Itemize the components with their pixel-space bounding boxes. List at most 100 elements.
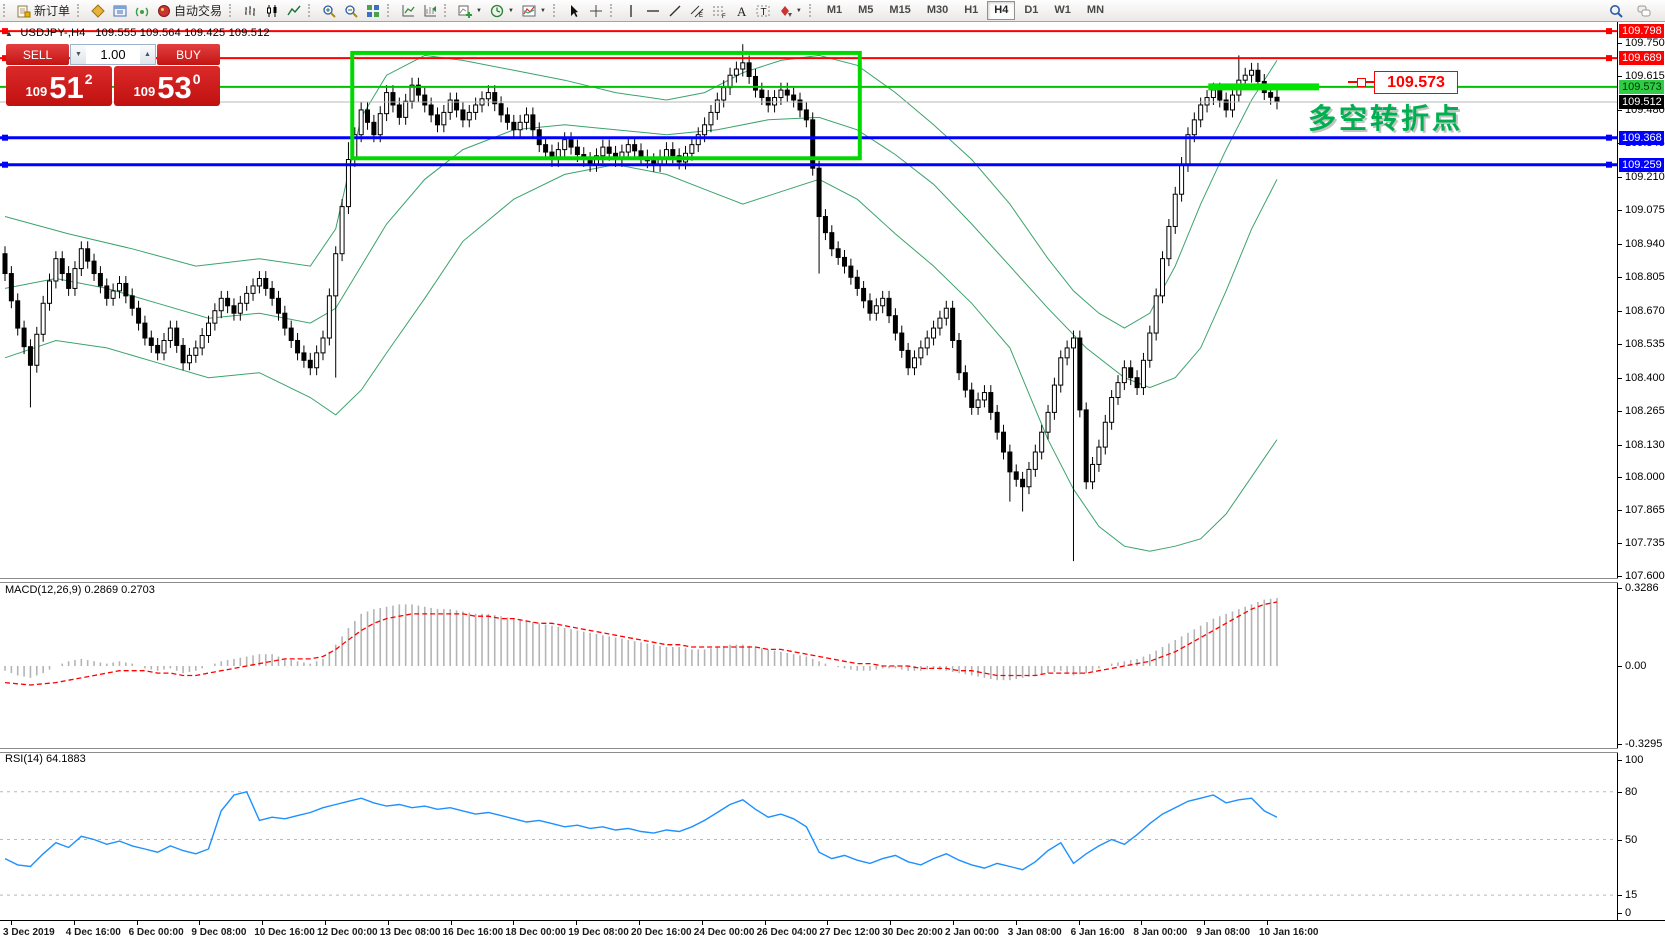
toolbar-grip[interactable] <box>77 4 83 17</box>
bull-candle <box>1032 451 1038 470</box>
time-label: 12 Dec 00:00 <box>317 927 378 938</box>
autotrading-button[interactable]: 自动交易 <box>153 1 226 21</box>
dropdown-caret-icon[interactable]: ▼ <box>507 7 514 14</box>
toolbar-grip[interactable] <box>308 4 314 17</box>
price-tick-label: 109.615 <box>1625 70 1665 83</box>
turning-point-note[interactable]: 多空转折点 <box>1308 102 1464 135</box>
community-chat-button[interactable] <box>1633 1 1655 21</box>
cursor-button[interactable] <box>563 1 585 21</box>
collapse-icon[interactable]: ▲ <box>5 29 14 38</box>
text-label-button[interactable]: T <box>752 1 774 21</box>
indicators-button[interactable] <box>397 1 419 21</box>
hline-handle[interactable] <box>1606 134 1612 141</box>
toolbar-grip[interactable] <box>609 4 616 17</box>
price-tick-label: 108.000 <box>1625 470 1665 483</box>
hline-handle[interactable] <box>1606 28 1612 35</box>
callout-anchor-handle[interactable] <box>1357 78 1366 87</box>
bear-candle <box>791 94 797 101</box>
volume-up-button[interactable]: ▲ <box>140 45 155 64</box>
chart-canvas[interactable] <box>0 22 1617 920</box>
hline-handle[interactable] <box>2 28 8 35</box>
bull-candle <box>663 149 669 158</box>
line-chart-type-button[interactable] <box>283 1 305 21</box>
toolbar-group <box>239 0 305 21</box>
range-box-annotation[interactable] <box>350 50 862 161</box>
equidistant-channel-button[interactable]: E <box>686 1 708 21</box>
templates-button[interactable]: ▼ <box>518 1 550 21</box>
time-axis[interactable]: 3 Dec 2019 4 Dec 16:00 6 Dec 00:00 9 Dec 08… <box>0 920 1665 945</box>
tile-windows-button[interactable] <box>362 1 384 21</box>
time-tick-mark <box>136 921 138 925</box>
buy-button[interactable]: BUY <box>157 44 220 65</box>
ask-quote[interactable]: 109 53 0 <box>114 66 220 106</box>
rsi-pane-resizer[interactable] <box>0 748 1665 753</box>
zoom-in-button[interactable] <box>318 1 340 21</box>
hline-handle[interactable] <box>2 55 8 62</box>
toolbar-grip[interactable] <box>3 4 9 17</box>
toolbar-grip[interactable] <box>808 4 815 17</box>
macd-pane-resizer[interactable] <box>0 578 1665 583</box>
timeframe-mn-button[interactable]: MN <box>1086 4 1105 16</box>
zoomin-icon <box>322 4 336 18</box>
bear-candle <box>861 287 867 302</box>
toolbar-grip[interactable] <box>552 4 559 17</box>
toolbar-grip[interactable] <box>387 4 393 17</box>
volume-value[interactable]: 1.00 <box>100 47 126 62</box>
price-callout-label[interactable]: 109.573 <box>1374 71 1458 94</box>
crosshair-button[interactable] <box>585 1 607 21</box>
timeframe-d1-button[interactable]: D1 <box>1024 4 1039 16</box>
bull-candle <box>778 89 784 99</box>
timeframe-m30-button[interactable]: M30 <box>926 4 949 16</box>
time-tick-mark <box>1078 921 1080 925</box>
timeframe-m5-button[interactable]: M5 <box>858 4 874 16</box>
periods-button[interactable]: ▼ <box>486 1 518 21</box>
bid-quote[interactable]: 109 51 2 <box>6 66 112 106</box>
timeframe-h4-button[interactable]: H4 <box>987 1 1016 20</box>
timeframe-h1-button[interactable]: H1 <box>964 4 979 16</box>
scale-tick-mark <box>1618 243 1622 245</box>
indicator-windows-button[interactable] <box>419 1 441 21</box>
bull-candle <box>931 327 937 339</box>
arrows-button[interactable]: ▼ <box>774 1 806 21</box>
market-watch-button[interactable] <box>87 1 109 21</box>
timeframe-w1-button[interactable]: W1 <box>1054 4 1071 16</box>
trendline-button[interactable] <box>664 1 686 21</box>
bull-candle <box>250 285 256 294</box>
trend-highlight-bar[interactable] <box>1208 83 1319 91</box>
fibonacci-button[interactable]: F <box>708 1 730 21</box>
bear-candle <box>136 307 142 324</box>
signals-button[interactable] <box>131 1 153 21</box>
timeframe-m15-button[interactable]: M15 <box>889 4 911 16</box>
data-window-button[interactable] <box>109 1 131 21</box>
hline-handle[interactable] <box>1606 55 1612 62</box>
dropdown-caret-icon[interactable]: ▼ <box>476 7 482 14</box>
vertical-line-button[interactable] <box>620 1 642 21</box>
new-order-button[interactable]: 新订单 <box>13 1 74 21</box>
dropdown-caret-icon[interactable]: ▼ <box>795 7 802 14</box>
new-chart-button[interactable]: ▼ <box>454 1 486 21</box>
volume-down-button[interactable]: ▼ <box>71 45 86 64</box>
horizontal-line-button[interactable] <box>642 1 664 21</box>
bull-candle <box>384 92 390 115</box>
bull-candle <box>911 357 917 369</box>
search-button[interactable] <box>1605 1 1627 21</box>
dropdown-caret-icon[interactable]: ▼ <box>539 7 546 14</box>
time-tick-mark <box>701 921 703 925</box>
text-button[interactable]: A <box>730 1 752 21</box>
bar-chart-type-button[interactable] <box>239 1 261 21</box>
bull-candle <box>975 399 981 408</box>
hline-handle[interactable] <box>2 161 8 168</box>
sell-button[interactable]: SELL <box>6 44 69 65</box>
candlestick-type-button[interactable] <box>261 1 283 21</box>
timeframe-m1-button[interactable]: M1 <box>826 4 843 16</box>
zoom-out-button[interactable] <box>340 1 362 21</box>
hline-handle[interactable] <box>2 134 8 141</box>
hline-handle[interactable] <box>1606 161 1612 168</box>
bull-candle <box>53 258 59 282</box>
toolbar-grip[interactable] <box>229 4 235 17</box>
bear-candle <box>1217 89 1223 101</box>
toolbar-grip[interactable] <box>444 4 450 17</box>
price-scale[interactable]: 109.750109.615109.480109.345109.210109.0… <box>1618 22 1665 920</box>
bear-candle <box>275 297 281 314</box>
bear-candle <box>295 339 301 354</box>
